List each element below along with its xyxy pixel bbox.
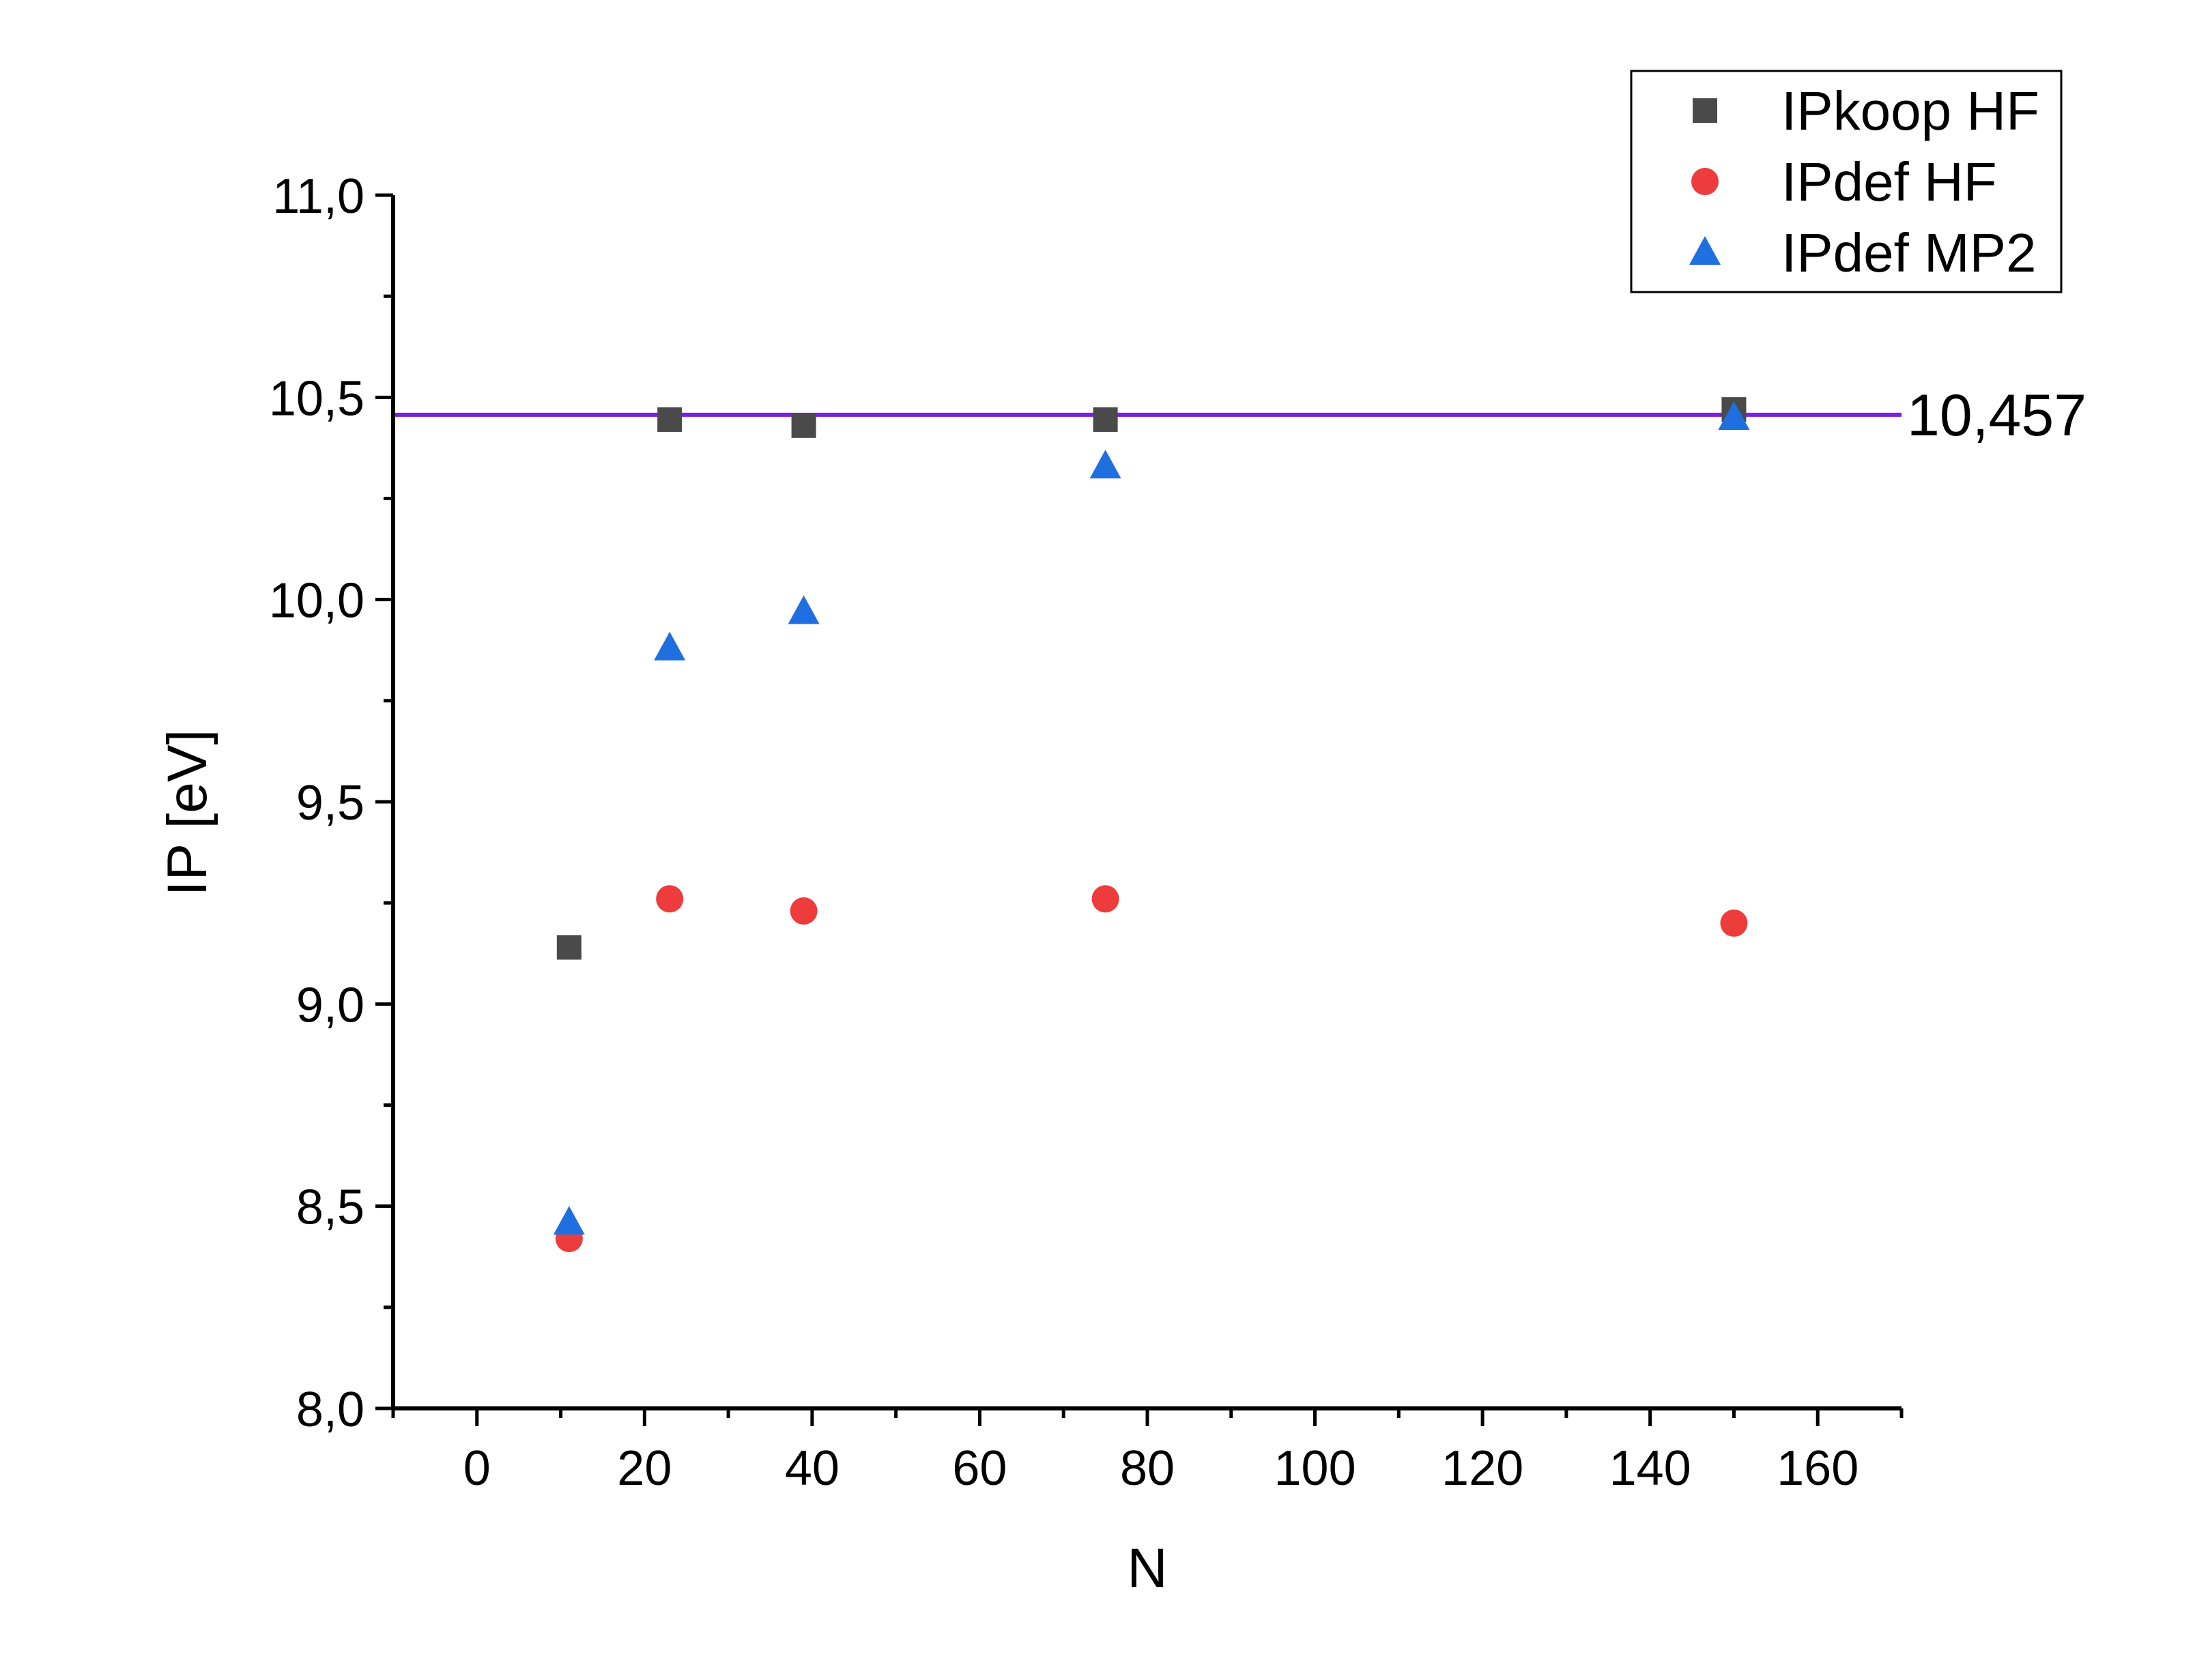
x-tick-label: 120 [1441,1441,1523,1496]
y-tick-label: 9,0 [296,978,364,1032]
legend-label: IPkoop HF [1781,81,2039,141]
legend-marker-triangle [1689,236,1721,265]
x-tick-label: 0 [463,1441,491,1496]
data-point-ipdef-mp2 [1718,401,1750,430]
data-point-ipkoop-hf [657,407,683,432]
x-axis-title: N [1127,1537,1167,1599]
legend: IPkoop HF IPdef HF IPdef MP2 [1630,70,2063,293]
y-tick-label: 11,0 [272,169,364,224]
y-tick-label: 9,5 [296,776,364,830]
y-tick-label: 8,5 [296,1181,364,1235]
data-point-ipdef-hf [1720,909,1748,937]
data-point-ipdef-mp2 [654,631,686,661]
data-point-ipdef-mp2 [1089,450,1121,479]
y-axis-ticks: 8,0 8,5 9,0 9,5 10,0 10,5 11,0 [269,169,393,1437]
data-point-ipdef-hf [656,885,684,913]
x-tick-label: 100 [1274,1441,1355,1496]
x-tick-label: 80 [1120,1441,1175,1496]
x-tick-label: 40 [785,1441,840,1496]
reference-line-label: 10,457 [1907,383,2086,448]
y-axis-title: IP [eV] [156,729,218,897]
data-point-ipdef-mp2 [553,1206,585,1235]
data-point-ipdef-hf [790,897,818,925]
x-axis-ticks: 0 20 40 60 80 100 120 140 160 [391,1408,1904,1496]
data-point-ipkoop-hf [791,413,816,438]
data-point-ipkoop-hf [1093,407,1118,432]
data-point-ipdef-hf [1091,885,1119,913]
x-tick-label: 20 [617,1441,672,1496]
y-tick-label: 10,5 [269,371,364,426]
x-tick-label: 160 [1777,1441,1859,1496]
data-point-ipkoop-hf [556,935,582,960]
x-tick-label: 60 [952,1441,1007,1496]
legend-marker-circle [1691,168,1719,195]
data-points [553,397,1750,1253]
legend-marker-square [1693,98,1717,123]
legend-label: IPdef HF [1781,151,1997,212]
x-tick-label: 140 [1609,1441,1691,1496]
data-point-ipdef-mp2 [788,595,820,624]
y-tick-label: 8,0 [296,1382,364,1437]
legend-label: IPdef MP2 [1781,222,2037,283]
y-tick-label: 10,0 [269,574,364,628]
